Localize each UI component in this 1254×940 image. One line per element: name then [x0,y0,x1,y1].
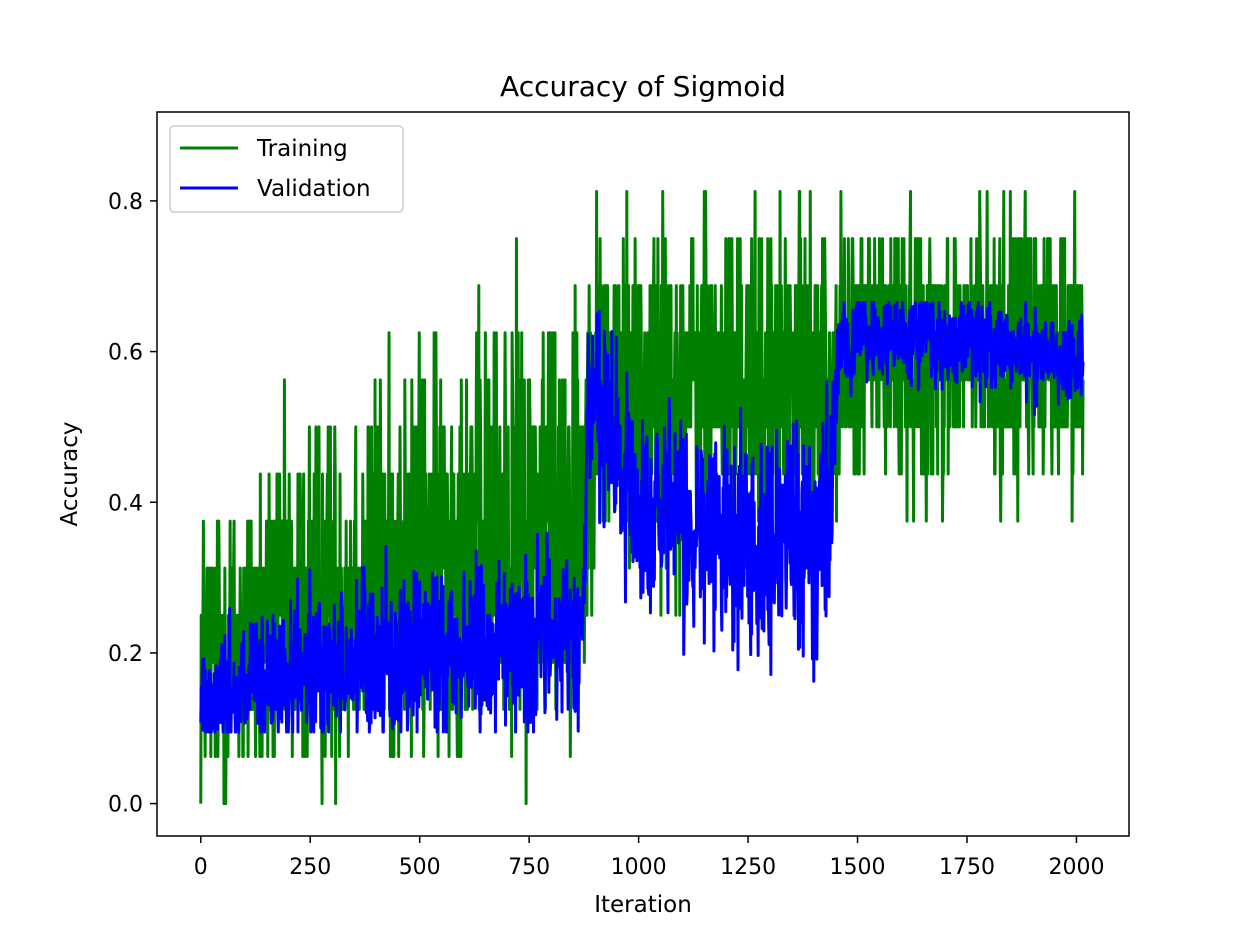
y-axis-title: Accuracy [57,421,83,526]
x-tick-label: 1250 [720,855,776,880]
series-layer [199,189,1085,806]
x-axis: 0 250 500 750 1000 1250 1500 1750 2000 [194,836,1104,880]
x-tick-label: 2000 [1048,855,1104,880]
plot-frame [156,111,1130,837]
x-tick-label: 750 [508,855,550,880]
x-tick-label: 1500 [830,855,886,880]
legend-label-training: Training [256,136,348,162]
y-tick-label: 0.6 [108,341,143,366]
x-tick-label: 1000 [611,855,667,880]
x-axis-title: Iteration [594,892,692,918]
chart-title: Accuracy of Sigmoid [500,70,786,103]
legend-label-validation: Validation [257,176,371,202]
x-tick-label: 0 [194,855,208,880]
y-axis: 0.0 0.2 0.4 0.6 0.8 [108,190,157,818]
y-tick-label: 0.4 [108,491,143,516]
legend: Training Validation [169,125,404,213]
y-tick-label: 0.0 [108,793,143,818]
x-tick-label: 500 [399,855,441,880]
series-line-validation [199,301,1085,734]
y-tick-label: 0.2 [108,642,143,667]
x-tick-label: 250 [289,855,331,880]
x-tick-label: 1750 [939,855,995,880]
y-tick-label: 0.8 [108,190,143,215]
